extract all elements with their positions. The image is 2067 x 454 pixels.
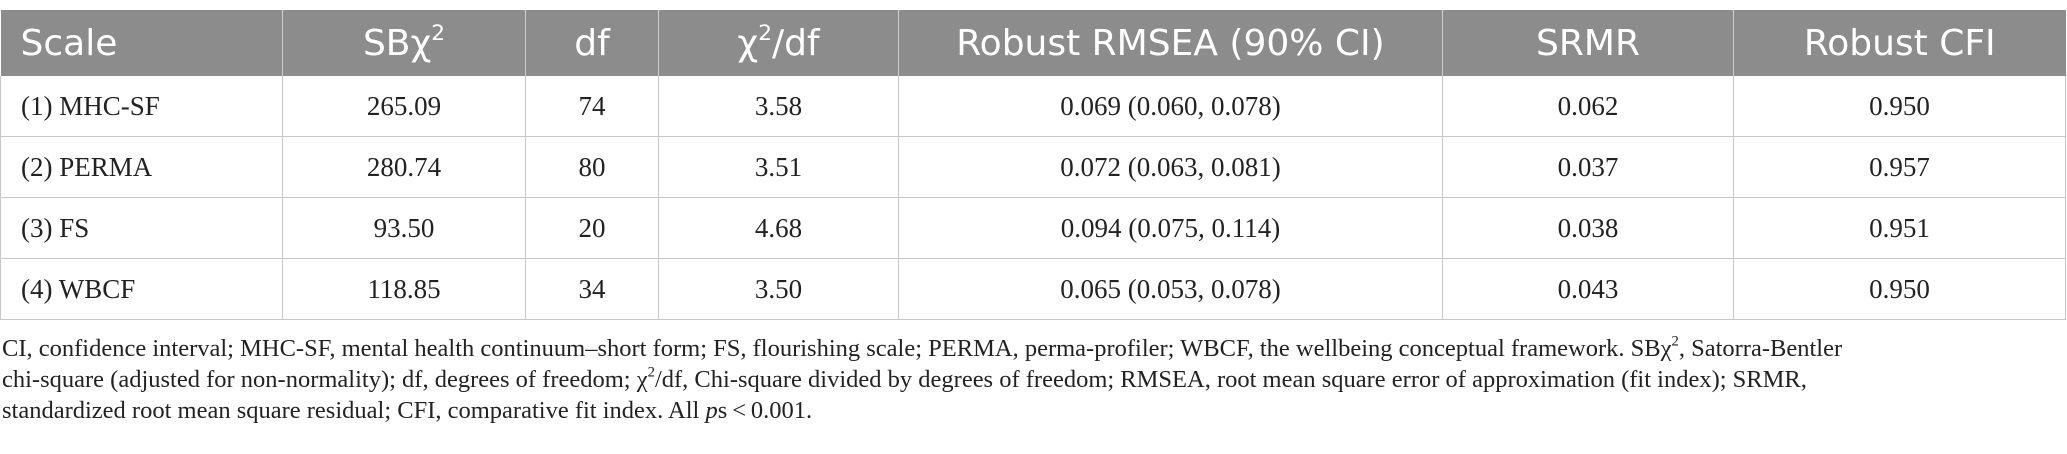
header-chi2df-main: χ bbox=[737, 22, 759, 64]
fit-indices-table: Scale SBχ2 df χ2/df Robust RMSEA (90% CI… bbox=[0, 10, 2066, 320]
header-chi2df: χ2/df bbox=[658, 10, 899, 76]
header-rmsea: Robust RMSEA (90% CI) bbox=[898, 10, 1443, 76]
header-sbchi2: SBχ2 bbox=[282, 10, 526, 76]
cell-chi2df: 3.58 bbox=[658, 76, 899, 137]
header-cfi-text: Robust CFI bbox=[1803, 22, 1996, 64]
footnote-line-3-p: p bbox=[705, 397, 718, 424]
header-df-text: df bbox=[574, 22, 610, 64]
cell-cfi: 0.957 bbox=[1733, 136, 2066, 198]
table-header-row: Scale SBχ2 df χ2/df Robust RMSEA (90% CI… bbox=[0, 10, 2066, 76]
header-sbchi2-sup: 2 bbox=[431, 20, 446, 46]
cell-df: 20 bbox=[525, 197, 659, 259]
header-cfi: Robust CFI bbox=[1733, 10, 2066, 76]
cell-sbchi2: 93.50 bbox=[282, 197, 526, 259]
cell-cfi: 0.951 bbox=[1733, 197, 2066, 259]
table-row: (2) PERMA 280.74 80 3.51 0.072 (0.063, 0… bbox=[0, 136, 2066, 198]
footnote-line-3-text: standardized root mean square residual; … bbox=[2, 397, 706, 424]
header-srmr-text: SRMR bbox=[1536, 22, 1640, 64]
cell-srmr: 0.037 bbox=[1442, 136, 1734, 198]
cell-chi2df: 3.51 bbox=[658, 136, 899, 198]
header-scale: Scale bbox=[0, 10, 283, 76]
header-rmsea-text: Robust RMSEA (90% CI) bbox=[956, 22, 1385, 64]
header-chi2df-rest: /df bbox=[771, 22, 820, 64]
table-row: (4) WBCF 118.85 34 3.50 0.065 (0.053, 0.… bbox=[0, 258, 2066, 320]
cell-df: 74 bbox=[525, 76, 659, 137]
cell-sbchi2: 280.74 bbox=[282, 136, 526, 198]
cell-rmsea: 0.094 (0.075, 0.114) bbox=[898, 197, 1443, 259]
cell-rmsea: 0.065 (0.053, 0.078) bbox=[898, 258, 1443, 320]
cell-sbchi2: 265.09 bbox=[282, 76, 526, 137]
table-row: (3) FS 93.50 20 4.68 0.094 (0.075, 0.114… bbox=[0, 197, 2066, 259]
header-df: df bbox=[525, 10, 659, 76]
footnote-line-2-sup: 2 bbox=[647, 364, 655, 381]
cell-scale: (3) FS bbox=[0, 197, 283, 259]
header-chi2df-sup: 2 bbox=[758, 20, 772, 46]
cell-scale: (2) PERMA bbox=[0, 136, 283, 198]
footnote-line-2-text: chi-square (adjusted for non-normality);… bbox=[2, 366, 648, 393]
cell-rmsea: 0.069 (0.060, 0.078) bbox=[898, 76, 1443, 137]
table-footnote: CI, confidence interval; MHC-SF, mental … bbox=[2, 333, 2052, 426]
cell-df: 80 bbox=[525, 136, 659, 198]
cell-srmr: 0.043 bbox=[1442, 258, 1734, 320]
footnote-line-2-tail: /df, Chi-square divided by degrees of fr… bbox=[654, 366, 1807, 393]
cell-srmr: 0.038 bbox=[1442, 197, 1734, 259]
cell-sbchi2: 118.85 bbox=[282, 258, 526, 320]
cell-rmsea: 0.072 (0.063, 0.081) bbox=[898, 136, 1443, 198]
footnote-line-1-tail: , Satorra-Bentler bbox=[1678, 335, 1843, 362]
cell-scale: (1) MHC-SF bbox=[0, 76, 283, 137]
cell-srmr: 0.062 bbox=[1442, 76, 1734, 137]
footnote-line-2: chi-square (adjusted for non-normality);… bbox=[2, 364, 2052, 395]
table-row: (1) MHC-SF 265.09 74 3.58 0.069 (0.060, … bbox=[0, 76, 2066, 137]
cell-scale: (4) WBCF bbox=[0, 258, 283, 320]
header-srmr: SRMR bbox=[1442, 10, 1734, 76]
fit-indices-table-container: Scale SBχ2 df χ2/df Robust RMSEA (90% CI… bbox=[0, 10, 2066, 320]
cell-cfi: 0.950 bbox=[1733, 258, 2066, 320]
header-scale-text: Scale bbox=[20, 22, 118, 64]
footnote-line-1-sup: 2 bbox=[1671, 333, 1679, 350]
cell-df: 34 bbox=[525, 258, 659, 320]
footnote-line-3-tail: s < 0.001. bbox=[717, 397, 813, 424]
footnote-line-3: standardized root mean square residual; … bbox=[2, 395, 2052, 426]
cell-cfi: 0.950 bbox=[1733, 76, 2066, 137]
header-sbchi2-text: SBχ bbox=[362, 22, 432, 64]
footnote-line-1-text: CI, confidence interval; MHC-SF, mental … bbox=[2, 335, 1672, 362]
cell-chi2df: 4.68 bbox=[658, 197, 899, 259]
footnote-line-1: CI, confidence interval; MHC-SF, mental … bbox=[2, 333, 2052, 364]
cell-chi2df: 3.50 bbox=[658, 258, 899, 320]
